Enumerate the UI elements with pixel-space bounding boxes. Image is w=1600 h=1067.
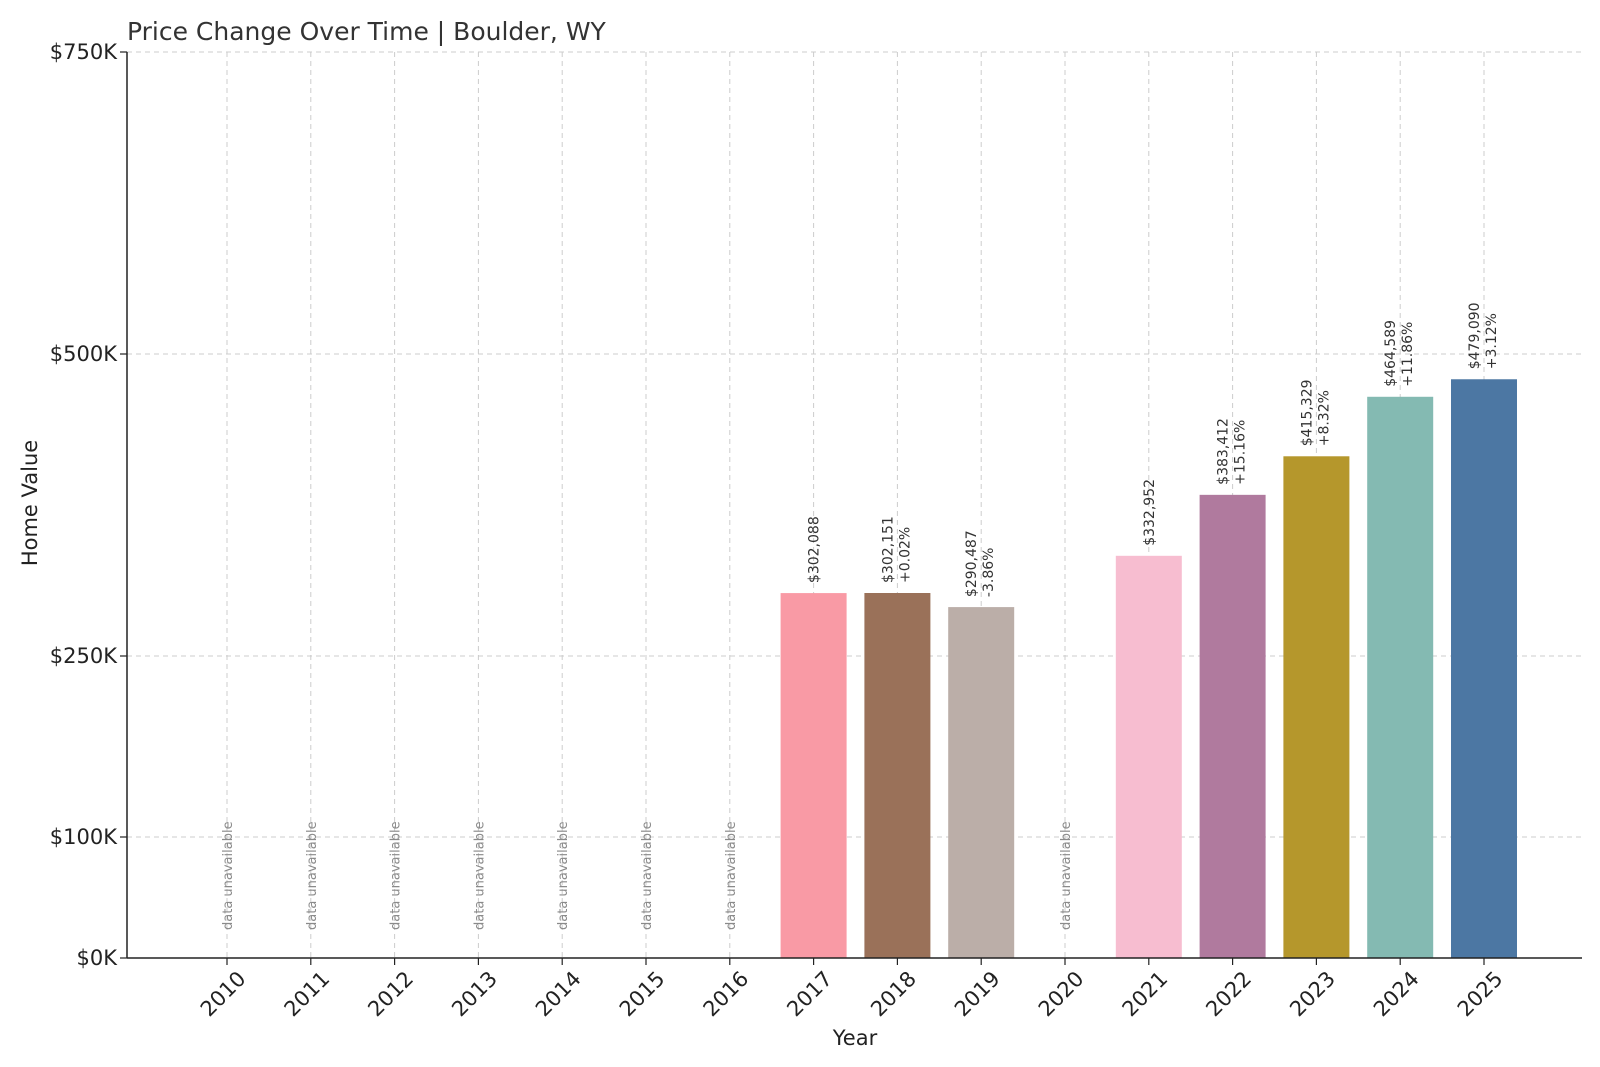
x-tick-label: 2015 [615, 967, 670, 1022]
bar-labels: data unavailable data unavailable data una… [221, 302, 1500, 930]
chart-title: Price Change Over Time | Boulder, WY [127, 17, 607, 46]
bar-value-label: $383,412 [1216, 418, 1232, 485]
y-tick-label: $750K [50, 40, 118, 64]
bar-2019 [948, 607, 1015, 958]
data-unavailable-label: data unavailable [556, 821, 571, 930]
x-tick-label: 2014 [531, 967, 586, 1022]
bar-change-label: +15.16% [1233, 420, 1249, 485]
data-unavailable-label: data unavailable [221, 821, 236, 930]
bar-2025 [1451, 379, 1517, 958]
y-tick-label: $100K [50, 825, 118, 849]
bar-value-label: $290,487 [964, 530, 980, 597]
x-tick-label: 2019 [950, 967, 1005, 1022]
data-unavailable-label: data unavailable [389, 821, 404, 930]
x-tick-label: 2025 [1453, 967, 1508, 1022]
x-tick-label: 2018 [866, 967, 921, 1022]
bar-2021 [1115, 555, 1182, 958]
x-tick-label: 2021 [1118, 967, 1173, 1022]
bar-value-label: $302,088 [807, 516, 823, 583]
x-tick-label: 2012 [363, 967, 418, 1022]
x-tick-label: 2022 [1201, 967, 1256, 1022]
y-tick-label: $0K [77, 946, 119, 970]
x-tick-label: 2011 [280, 967, 335, 1022]
bar-2022 [1199, 494, 1266, 958]
data-unavailable-label: data unavailable [305, 821, 320, 930]
data-unavailable-label: data unavailable [1059, 821, 1074, 930]
bar-2017 [780, 593, 847, 958]
x-tick-label: 2020 [1034, 967, 1089, 1022]
bar-value-label: $332,952 [1142, 479, 1158, 546]
y-tick-label: $250K [50, 644, 118, 668]
bar-change-label: -3.86% [981, 548, 997, 598]
bar-value-label: $464,589 [1383, 320, 1399, 387]
data-unavailable-label: data unavailable [640, 821, 655, 930]
x-tick-label: 2024 [1369, 967, 1424, 1022]
data-unavailable-label: data unavailable [724, 821, 739, 930]
bar-2018 [864, 593, 931, 958]
bar-change-label: +11.86% [1400, 322, 1416, 387]
x-tick-label: 2013 [447, 967, 502, 1022]
bar-change-label: +8.32% [1316, 390, 1332, 446]
data-unavailable-label: data unavailable [472, 821, 487, 930]
bar-value-label: $479,090 [1467, 302, 1483, 369]
x-tick-label: 2017 [782, 967, 837, 1022]
bar-2023 [1283, 456, 1350, 958]
bar-value-label: $302,151 [880, 516, 896, 583]
x-tick-label: 2010 [196, 967, 251, 1022]
bar-2024 [1367, 396, 1434, 958]
bar-change-label: +0.02% [897, 527, 913, 583]
y-axis-label: Home Value [18, 440, 42, 566]
x-tick-label: 2023 [1285, 967, 1340, 1022]
grid [127, 51, 1582, 958]
x-axis-label: Year [832, 1026, 878, 1050]
bar-change-label: +3.12% [1484, 313, 1500, 369]
y-tick-label: $500K [50, 342, 118, 366]
bar-value-label: $415,329 [1299, 379, 1315, 446]
x-tick-label: 2016 [699, 967, 754, 1022]
bars [780, 379, 1517, 958]
